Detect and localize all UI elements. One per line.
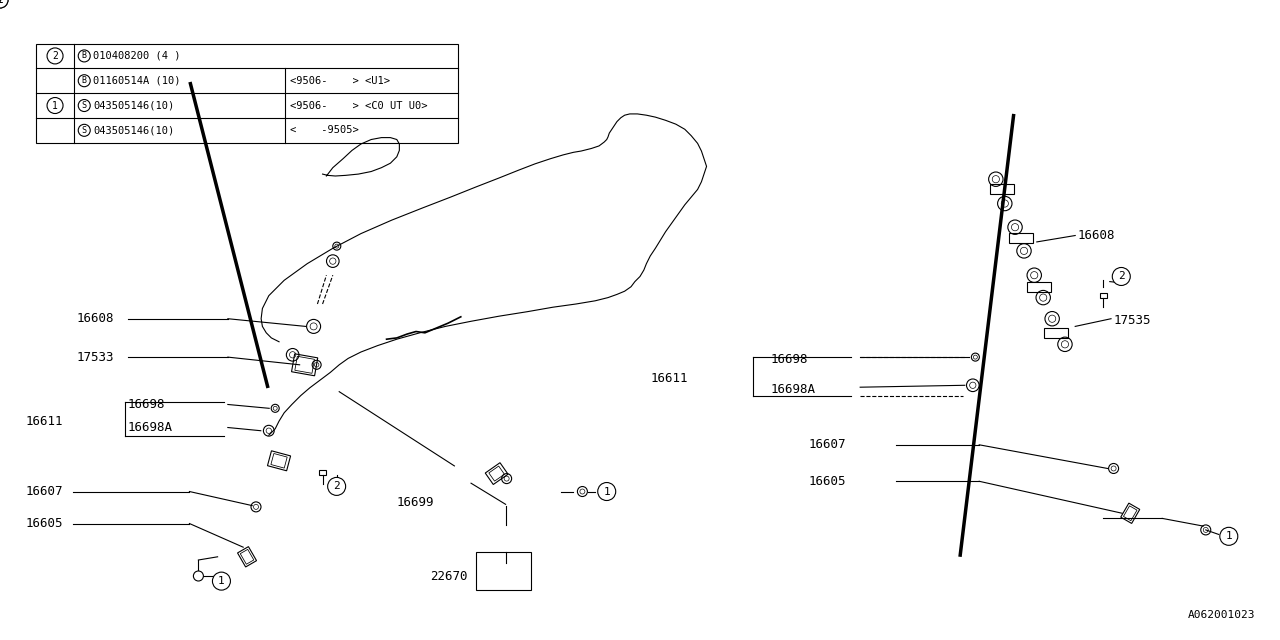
Text: 16698: 16698 xyxy=(128,398,165,411)
Text: 16607: 16607 xyxy=(26,485,63,498)
Text: 1: 1 xyxy=(52,100,58,111)
Bar xyxy=(476,552,531,589)
Circle shape xyxy=(78,124,90,136)
Text: A062001023: A062001023 xyxy=(1188,610,1254,620)
Circle shape xyxy=(193,571,204,581)
Text: 16698A: 16698A xyxy=(771,383,815,396)
Text: S: S xyxy=(82,126,87,135)
Text: 16608: 16608 xyxy=(1078,229,1115,242)
Circle shape xyxy=(0,0,8,8)
Text: 16698A: 16698A xyxy=(128,421,173,434)
Bar xyxy=(1124,506,1137,521)
Bar xyxy=(1044,328,1068,338)
Text: 2: 2 xyxy=(1117,271,1125,282)
Circle shape xyxy=(78,99,90,111)
Circle shape xyxy=(1112,268,1130,285)
Text: 01160514A (10): 01160514A (10) xyxy=(93,76,180,86)
Text: 17535: 17535 xyxy=(1114,314,1151,326)
Text: S: S xyxy=(82,101,87,110)
Circle shape xyxy=(78,75,90,86)
Bar xyxy=(271,454,287,468)
Text: B: B xyxy=(82,51,87,60)
Bar xyxy=(319,470,326,475)
Text: B: B xyxy=(82,76,87,85)
Text: 2: 2 xyxy=(333,481,340,492)
Text: 043505146(10): 043505146(10) xyxy=(93,100,174,111)
Bar xyxy=(36,44,458,143)
Bar xyxy=(238,547,256,567)
Bar xyxy=(485,463,508,484)
Circle shape xyxy=(47,48,63,64)
Bar xyxy=(1010,233,1033,243)
Text: 16698: 16698 xyxy=(771,353,808,366)
Circle shape xyxy=(1220,527,1238,545)
Text: 16608: 16608 xyxy=(77,312,114,325)
Text: 16605: 16605 xyxy=(809,475,846,488)
Bar xyxy=(294,356,315,373)
Text: 1: 1 xyxy=(1225,531,1233,541)
Circle shape xyxy=(47,97,63,113)
Circle shape xyxy=(212,572,230,590)
Circle shape xyxy=(78,50,90,62)
Text: 16605: 16605 xyxy=(26,517,63,530)
Text: 17533: 17533 xyxy=(77,351,114,364)
Text: <9506-    > <U1>: <9506- > <U1> xyxy=(291,76,390,86)
Text: <9506-    > <C0 UT U0>: <9506- > <C0 UT U0> xyxy=(291,100,428,111)
Text: 16607: 16607 xyxy=(809,438,846,451)
Text: 1: 1 xyxy=(0,0,3,5)
Text: 1: 1 xyxy=(218,576,225,586)
Text: 16699: 16699 xyxy=(397,496,434,509)
Bar xyxy=(241,549,253,564)
Text: 22670: 22670 xyxy=(430,570,467,582)
Text: 010408200 (4 ): 010408200 (4 ) xyxy=(93,51,180,61)
Bar xyxy=(1121,503,1139,524)
Text: 16611: 16611 xyxy=(650,372,687,385)
Circle shape xyxy=(328,477,346,495)
Bar xyxy=(1100,293,1107,298)
Circle shape xyxy=(0,0,8,8)
Bar xyxy=(292,354,317,376)
Bar xyxy=(991,184,1014,194)
Text: 043505146(10): 043505146(10) xyxy=(93,125,174,135)
Text: 2: 2 xyxy=(0,0,3,5)
Circle shape xyxy=(598,483,616,500)
Bar xyxy=(1028,282,1051,292)
Text: 16611: 16611 xyxy=(26,415,63,428)
Text: 1: 1 xyxy=(603,486,611,497)
Text: 2: 2 xyxy=(52,51,58,61)
Text: <    -9505>: < -9505> xyxy=(291,125,360,135)
Bar xyxy=(268,451,291,471)
Bar xyxy=(489,466,504,481)
